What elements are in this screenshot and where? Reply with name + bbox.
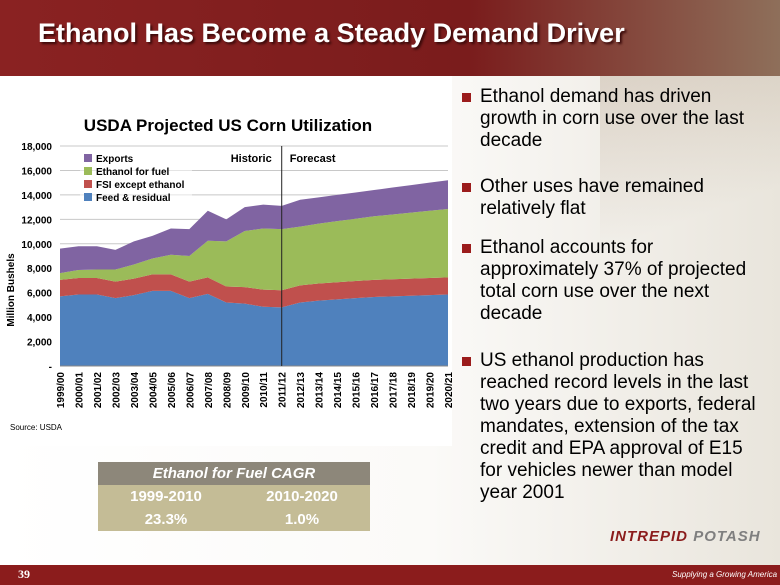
legend-swatch (84, 193, 92, 201)
logo: INTREPID POTASH (610, 528, 761, 545)
table-header: 2010-2020 (234, 485, 370, 508)
area (60, 290, 448, 366)
y-tick-label: 16,000 (21, 166, 52, 177)
legend-box (80, 150, 192, 206)
x-tick-label: 2017/18 (389, 372, 400, 409)
legend-label: FSI except ethanol (96, 180, 185, 191)
y-tick-label: 14,000 (21, 191, 52, 202)
x-tick-label: 2004/05 (148, 372, 159, 409)
y-tick-label: 8,000 (27, 264, 52, 275)
tagline: Supplying a Growing America (672, 570, 778, 579)
legend-label: Ethanol for fuel (96, 167, 170, 178)
y-tick-label: 2,000 (27, 338, 52, 349)
x-tick-label: 2001/02 (93, 372, 104, 409)
x-tick-label: 2010/11 (259, 372, 270, 408)
y-tick-label: 4,000 (27, 313, 52, 324)
page-number: 39 (18, 567, 30, 581)
annotation: Forecast (290, 153, 336, 165)
legend-swatch (84, 167, 92, 175)
table-cell: 1.0% (234, 508, 370, 531)
y-axis-label: Million Bushels (6, 253, 17, 327)
x-tick-label: 2006/07 (185, 372, 196, 409)
x-tick-label: 2019/20 (426, 372, 437, 409)
bullet-text: US ethanol production has reached record… (480, 350, 756, 503)
x-tick-label: 1999/00 (56, 372, 67, 409)
legend-swatch (84, 180, 92, 188)
x-tick-label: 2012/13 (296, 372, 307, 409)
bullet: Other uses have remained relatively flat (462, 176, 762, 220)
legend-swatch (84, 154, 92, 162)
x-tick-label: 2011/12 (278, 372, 289, 408)
area (60, 180, 448, 274)
x-tick-label: 2018/19 (407, 372, 418, 409)
slide-title: Ethanol Has Become a Steady Demand Drive… (38, 18, 625, 48)
x-tick-label: 2015/16 (352, 372, 363, 409)
x-tick-label: 2003/04 (130, 372, 141, 409)
footer-band (0, 565, 780, 585)
area (60, 208, 448, 291)
bullet-text: Other uses have remained relatively flat (480, 176, 704, 219)
x-tick-label: 2002/03 (111, 372, 122, 409)
legend-label: Feed & residual (96, 193, 171, 204)
bullet: US ethanol production has reached record… (462, 350, 762, 504)
table-cell: 23.3% (98, 508, 234, 531)
y-tick-label: - (49, 362, 52, 373)
chart: USDA Projected US Corn Utilization Milli… (0, 76, 452, 446)
bullet-marker (462, 93, 471, 102)
bullet-text: Ethanol demand has driven growth in corn… (480, 86, 745, 151)
x-tick-label: 2020/21 (444, 372, 452, 409)
x-tick-label: 2014/15 (333, 372, 344, 409)
x-tick-label: 2016/17 (370, 372, 381, 409)
x-tick-label: 2013/14 (315, 372, 326, 409)
table-header: 1999-2010 (98, 485, 234, 508)
header-band: Ethanol Has Become a Steady Demand Drive… (0, 0, 780, 76)
source: Source: USDA (10, 423, 63, 432)
y-tick-label: 18,000 (21, 142, 52, 153)
bullet: Ethanol accounts for approximately 37% o… (462, 237, 762, 325)
y-tick-label: 6,000 (27, 289, 52, 300)
x-tick-label: 2007/08 (204, 372, 215, 409)
bullet-text: Ethanol accounts for approximately 37% o… (480, 237, 747, 324)
x-tick-label: 2009/10 (241, 372, 252, 409)
table-title: Ethanol for Fuel CAGR (98, 462, 370, 485)
bullet: Ethanol demand has driven growth in corn… (462, 86, 762, 152)
annotation: Historic (231, 153, 272, 165)
cagr-table: Ethanol for Fuel CAGR 1999-2010 2010-2020… (98, 462, 370, 531)
bullet-marker (462, 183, 471, 192)
logo-word: POTASH (693, 528, 761, 545)
chart-title: USDA Projected US Corn Utilization (84, 116, 372, 135)
x-tick-label: 2005/06 (167, 372, 178, 409)
bullet-marker (462, 357, 471, 366)
x-tick-label: 2008/09 (222, 372, 233, 409)
y-tick-label: 12,000 (21, 215, 52, 226)
x-tick-label: 2000/01 (74, 372, 85, 409)
y-tick-label: 10,000 (21, 240, 52, 251)
area (60, 274, 448, 308)
legend: Exports Ethanol for fuel FSI except ethano… (80, 150, 192, 206)
logo-word: INTREPID (610, 528, 689, 545)
bullet-marker (462, 244, 471, 253)
legend-label: Exports (96, 154, 134, 165)
